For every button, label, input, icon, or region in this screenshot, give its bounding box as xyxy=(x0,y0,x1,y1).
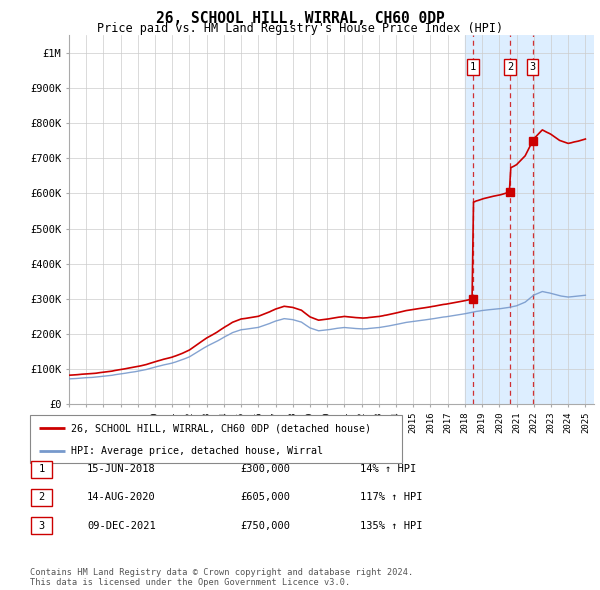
Text: £300,000: £300,000 xyxy=(240,464,290,474)
Text: 14-AUG-2020: 14-AUG-2020 xyxy=(87,493,156,502)
Text: £750,000: £750,000 xyxy=(240,521,290,530)
Text: Price paid vs. HM Land Registry's House Price Index (HPI): Price paid vs. HM Land Registry's House … xyxy=(97,22,503,35)
Text: 135% ↑ HPI: 135% ↑ HPI xyxy=(360,521,422,530)
Text: 1: 1 xyxy=(38,464,44,474)
Text: 09-DEC-2021: 09-DEC-2021 xyxy=(87,521,156,530)
Text: HPI: Average price, detached house, Wirral: HPI: Average price, detached house, Wirr… xyxy=(71,446,323,456)
Text: 2: 2 xyxy=(507,62,513,72)
Text: 26, SCHOOL HILL, WIRRAL, CH60 0DP: 26, SCHOOL HILL, WIRRAL, CH60 0DP xyxy=(155,11,445,25)
Text: 1: 1 xyxy=(470,62,476,72)
Text: £605,000: £605,000 xyxy=(240,493,290,502)
Text: 2: 2 xyxy=(38,493,44,502)
Text: 14% ↑ HPI: 14% ↑ HPI xyxy=(360,464,416,474)
Text: 15-JUN-2018: 15-JUN-2018 xyxy=(87,464,156,474)
Text: Contains HM Land Registry data © Crown copyright and database right 2024.
This d: Contains HM Land Registry data © Crown c… xyxy=(30,568,413,587)
Text: 3: 3 xyxy=(38,521,44,530)
Text: 117% ↑ HPI: 117% ↑ HPI xyxy=(360,493,422,502)
Text: 3: 3 xyxy=(530,62,536,72)
Bar xyxy=(465,35,594,404)
Text: 26, SCHOOL HILL, WIRRAL, CH60 0DP (detached house): 26, SCHOOL HILL, WIRRAL, CH60 0DP (detac… xyxy=(71,423,371,433)
